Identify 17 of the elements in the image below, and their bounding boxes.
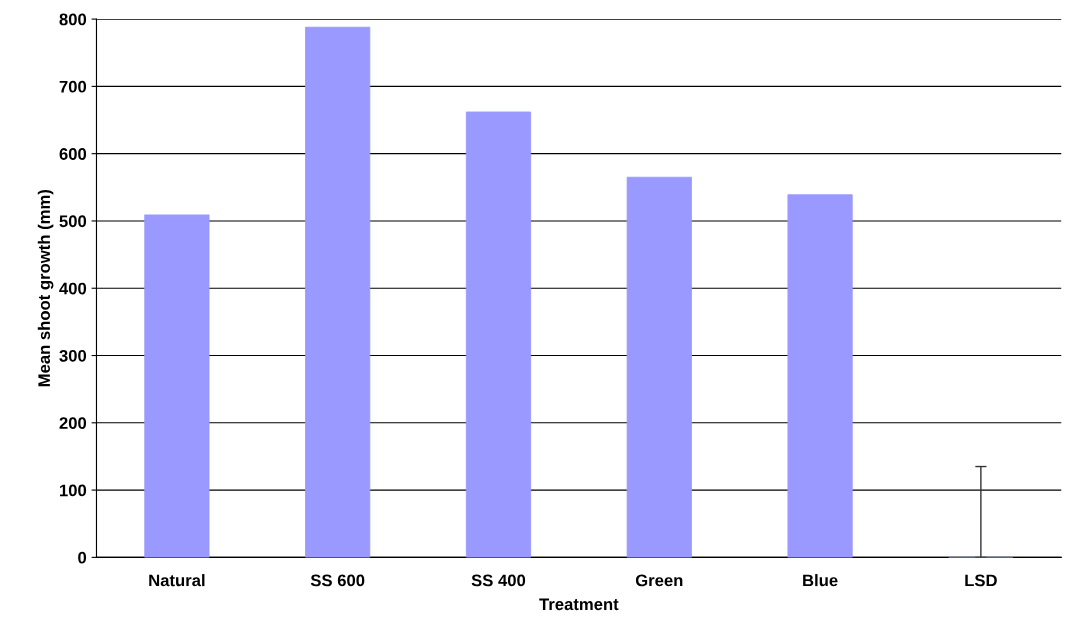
x-tick-label: Blue — [803, 574, 838, 587]
x-tick-label: Natural — [149, 574, 205, 587]
y-tick-label: 700 — [59, 80, 87, 93]
x-tick-label: Green — [635, 574, 683, 587]
x-tick-label: LSD — [965, 574, 997, 587]
y-tick-label: 500 — [59, 215, 87, 228]
y-tick-label: 800 — [59, 13, 87, 26]
y-axis-title: Mean shoot growth (mm) — [37, 190, 54, 387]
y-tick-label: 100 — [60, 484, 87, 497]
x-tick-label: SS 400 — [471, 574, 526, 587]
x-tick-label: SS 600 — [310, 574, 365, 587]
x-axis-title: Treatment — [539, 598, 619, 611]
y-tick-label: 0 — [78, 551, 87, 564]
y-tick-label: 300 — [59, 349, 87, 362]
y-tick-label: 200 — [59, 417, 87, 430]
y-tick-label: 400 — [59, 282, 87, 295]
y-tick-label: 600 — [59, 148, 87, 160]
